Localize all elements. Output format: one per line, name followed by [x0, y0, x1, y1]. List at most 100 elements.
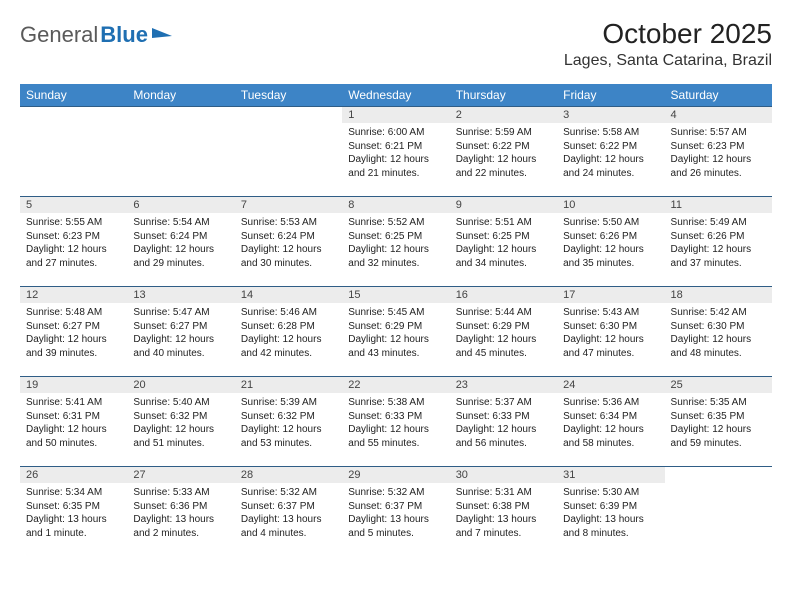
day-info: Sunrise: 5:32 AMSunset: 6:37 PMDaylight:… [235, 483, 342, 544]
day-ss: Sunset: 6:30 PM [563, 320, 658, 334]
calendar-cell: 24Sunrise: 5:36 AMSunset: 6:34 PMDayligh… [557, 377, 664, 467]
calendar-cell: 20Sunrise: 5:40 AMSunset: 6:32 PMDayligh… [127, 377, 234, 467]
day-ss: Sunset: 6:35 PM [26, 500, 121, 514]
day-sr: Sunrise: 5:36 AM [563, 396, 658, 410]
day-number: 26 [20, 467, 127, 483]
day-info: Sunrise: 5:58 AMSunset: 6:22 PMDaylight:… [557, 123, 664, 184]
day-dl: Daylight: 12 hours and 42 minutes. [241, 333, 336, 360]
calendar-column-header: Thursday [450, 84, 557, 107]
day-ss: Sunset: 6:27 PM [26, 320, 121, 334]
day-sr: Sunrise: 5:30 AM [563, 486, 658, 500]
day-number: 30 [450, 467, 557, 483]
day-number: 11 [665, 197, 772, 213]
day-dl: Daylight: 12 hours and 43 minutes. [348, 333, 443, 360]
day-sr: Sunrise: 5:50 AM [563, 216, 658, 230]
day-dl: Daylight: 12 hours and 34 minutes. [456, 243, 551, 270]
day-sr: Sunrise: 5:58 AM [563, 126, 658, 140]
day-number: 9 [450, 197, 557, 213]
day-number: 28 [235, 467, 342, 483]
calendar-cell: 25Sunrise: 5:35 AMSunset: 6:35 PMDayligh… [665, 377, 772, 467]
day-sr: Sunrise: 5:52 AM [348, 216, 443, 230]
calendar-column-header: Tuesday [235, 84, 342, 107]
calendar-cell: 27Sunrise: 5:33 AMSunset: 6:36 PMDayligh… [127, 467, 234, 557]
day-info: Sunrise: 5:49 AMSunset: 6:26 PMDaylight:… [665, 213, 772, 274]
day-sr: Sunrise: 5:47 AM [133, 306, 228, 320]
calendar-cell: 10Sunrise: 5:50 AMSunset: 6:26 PMDayligh… [557, 197, 664, 287]
day-dl: Daylight: 12 hours and 32 minutes. [348, 243, 443, 270]
calendar-cell [235, 107, 342, 197]
day-number: 18 [665, 287, 772, 303]
day-dl: Daylight: 12 hours and 22 minutes. [456, 153, 551, 180]
day-info: Sunrise: 5:46 AMSunset: 6:28 PMDaylight:… [235, 303, 342, 364]
day-sr: Sunrise: 5:44 AM [456, 306, 551, 320]
day-info: Sunrise: 5:37 AMSunset: 6:33 PMDaylight:… [450, 393, 557, 454]
calendar-cell: 4Sunrise: 5:57 AMSunset: 6:23 PMDaylight… [665, 107, 772, 197]
day-dl: Daylight: 12 hours and 47 minutes. [563, 333, 658, 360]
calendar-cell: 30Sunrise: 5:31 AMSunset: 6:38 PMDayligh… [450, 467, 557, 557]
calendar-cell: 11Sunrise: 5:49 AMSunset: 6:26 PMDayligh… [665, 197, 772, 287]
day-ss: Sunset: 6:30 PM [671, 320, 766, 334]
day-info: Sunrise: 5:48 AMSunset: 6:27 PMDaylight:… [20, 303, 127, 364]
day-dl: Daylight: 13 hours and 5 minutes. [348, 513, 443, 540]
day-number: 3 [557, 107, 664, 123]
calendar-table: SundayMondayTuesdayWednesdayThursdayFrid… [20, 84, 772, 557]
calendar-week-row: 12Sunrise: 5:48 AMSunset: 6:27 PMDayligh… [20, 287, 772, 377]
calendar-cell: 17Sunrise: 5:43 AMSunset: 6:30 PMDayligh… [557, 287, 664, 377]
day-info: Sunrise: 5:54 AMSunset: 6:24 PMDaylight:… [127, 213, 234, 274]
calendar-cell: 13Sunrise: 5:47 AMSunset: 6:27 PMDayligh… [127, 287, 234, 377]
day-ss: Sunset: 6:22 PM [563, 140, 658, 154]
day-dl: Daylight: 12 hours and 37 minutes. [671, 243, 766, 270]
day-sr: Sunrise: 5:59 AM [456, 126, 551, 140]
day-number: 8 [342, 197, 449, 213]
calendar-cell: 6Sunrise: 5:54 AMSunset: 6:24 PMDaylight… [127, 197, 234, 287]
calendar-cell: 12Sunrise: 5:48 AMSunset: 6:27 PMDayligh… [20, 287, 127, 377]
day-sr: Sunrise: 5:48 AM [26, 306, 121, 320]
day-number: 7 [235, 197, 342, 213]
day-sr: Sunrise: 5:55 AM [26, 216, 121, 230]
day-ss: Sunset: 6:24 PM [241, 230, 336, 244]
day-dl: Daylight: 12 hours and 35 minutes. [563, 243, 658, 270]
day-info: Sunrise: 5:33 AMSunset: 6:36 PMDaylight:… [127, 483, 234, 544]
day-info: Sunrise: 5:47 AMSunset: 6:27 PMDaylight:… [127, 303, 234, 364]
day-ss: Sunset: 6:37 PM [241, 500, 336, 514]
day-dl: Daylight: 12 hours and 56 minutes. [456, 423, 551, 450]
calendar-cell: 23Sunrise: 5:37 AMSunset: 6:33 PMDayligh… [450, 377, 557, 467]
day-number: 15 [342, 287, 449, 303]
day-info: Sunrise: 5:35 AMSunset: 6:35 PMDaylight:… [665, 393, 772, 454]
day-number: 2 [450, 107, 557, 123]
calendar-cell: 29Sunrise: 5:32 AMSunset: 6:37 PMDayligh… [342, 467, 449, 557]
day-sr: Sunrise: 5:33 AM [133, 486, 228, 500]
day-number: 6 [127, 197, 234, 213]
day-number: 29 [342, 467, 449, 483]
day-ss: Sunset: 6:25 PM [456, 230, 551, 244]
calendar-cell: 22Sunrise: 5:38 AMSunset: 6:33 PMDayligh… [342, 377, 449, 467]
day-info: Sunrise: 5:32 AMSunset: 6:37 PMDaylight:… [342, 483, 449, 544]
day-dl: Daylight: 13 hours and 7 minutes. [456, 513, 551, 540]
calendar-column-header: Friday [557, 84, 664, 107]
day-number: 5 [20, 197, 127, 213]
day-sr: Sunrise: 5:45 AM [348, 306, 443, 320]
day-sr: Sunrise: 5:34 AM [26, 486, 121, 500]
calendar-cell: 28Sunrise: 5:32 AMSunset: 6:37 PMDayligh… [235, 467, 342, 557]
calendar-cell [127, 107, 234, 197]
calendar-column-header: Monday [127, 84, 234, 107]
day-dl: Daylight: 13 hours and 1 minute. [26, 513, 121, 540]
day-info: Sunrise: 5:51 AMSunset: 6:25 PMDaylight:… [450, 213, 557, 274]
calendar-column-header: Wednesday [342, 84, 449, 107]
day-sr: Sunrise: 5:42 AM [671, 306, 766, 320]
day-sr: Sunrise: 5:53 AM [241, 216, 336, 230]
calendar-column-header: Saturday [665, 84, 772, 107]
header: GeneralBlue October 2025 Lages, Santa Ca… [20, 18, 772, 70]
day-ss: Sunset: 6:32 PM [241, 410, 336, 424]
logo: GeneralBlue [20, 18, 172, 48]
day-info: Sunrise: 5:53 AMSunset: 6:24 PMDaylight:… [235, 213, 342, 274]
day-sr: Sunrise: 5:38 AM [348, 396, 443, 410]
day-dl: Daylight: 12 hours and 58 minutes. [563, 423, 658, 450]
day-info: Sunrise: 5:50 AMSunset: 6:26 PMDaylight:… [557, 213, 664, 274]
day-ss: Sunset: 6:33 PM [456, 410, 551, 424]
day-ss: Sunset: 6:35 PM [671, 410, 766, 424]
day-info: Sunrise: 5:40 AMSunset: 6:32 PMDaylight:… [127, 393, 234, 454]
logo-triangle-icon [152, 26, 172, 38]
day-ss: Sunset: 6:22 PM [456, 140, 551, 154]
day-ss: Sunset: 6:39 PM [563, 500, 658, 514]
